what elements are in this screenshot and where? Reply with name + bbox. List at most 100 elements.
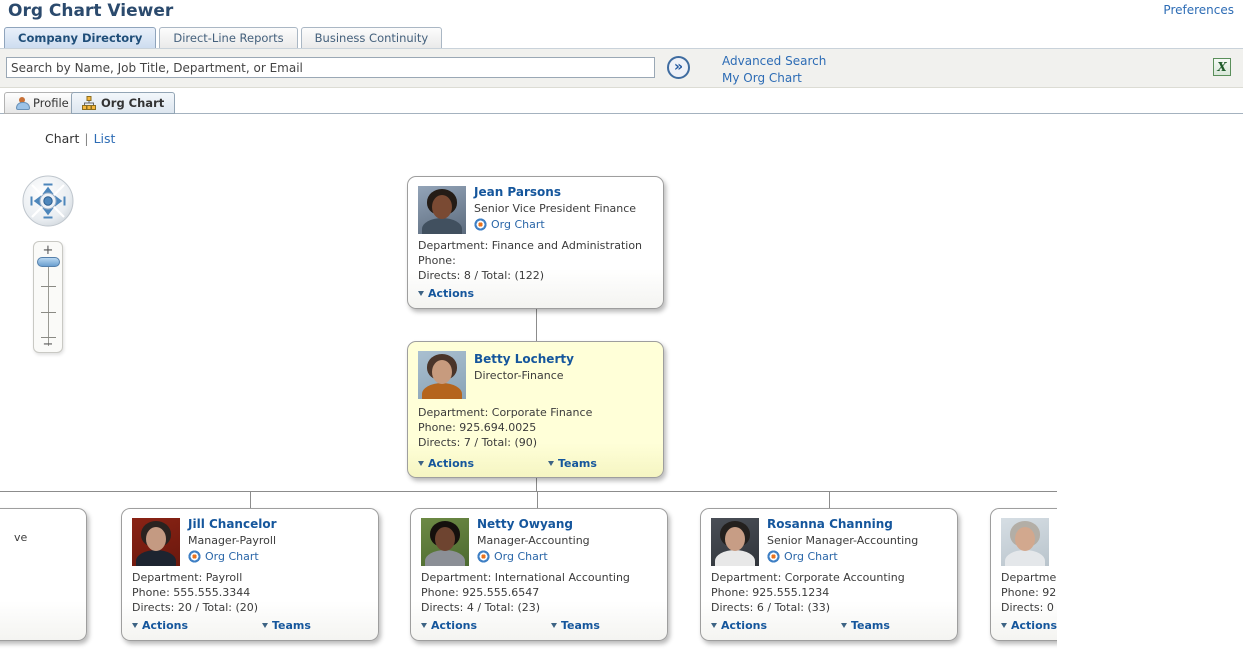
- teams-label: Teams: [851, 619, 890, 632]
- zoom-tick: [41, 337, 56, 338]
- actions-menu[interactable]: Actions: [1001, 619, 1057, 632]
- chevron-down-icon: [418, 291, 424, 296]
- actions-label: Actions: [428, 457, 474, 470]
- tab-profile[interactable]: Profile: [4, 92, 80, 114]
- org-card-clipped-right: Department: Phone: 925. Directs: 0 / Act…: [990, 508, 1057, 641]
- employee-directs: Directs: 0 /: [1001, 601, 1057, 614]
- chevron-down-icon: [551, 623, 557, 628]
- org-card-rosanna-channing: Rosanna Channing Senior Manager-Accounti…: [700, 508, 958, 641]
- employee-phone: Phone: 925.694.0025: [418, 421, 537, 434]
- tab-company-directory[interactable]: Company Directory: [4, 27, 157, 50]
- actions-menu[interactable]: Actions: [418, 457, 474, 470]
- employee-department: Department: International Accounting: [421, 571, 630, 584]
- connector-root-focus: [536, 309, 537, 341]
- org-chart-target-icon: [477, 550, 490, 563]
- teams-label: Teams: [272, 619, 311, 632]
- teams-menu[interactable]: Teams: [551, 619, 600, 632]
- page-title: Org Chart Viewer: [8, 1, 174, 21]
- my-org-chart-link[interactable]: My Org Chart: [722, 71, 802, 85]
- employee-title: ve: [14, 531, 28, 544]
- zoom-tick: [41, 312, 56, 313]
- teams-menu[interactable]: Teams: [262, 619, 311, 632]
- tab-business-continuity[interactable]: Business Continuity: [300, 27, 443, 50]
- employee-name-link[interactable]: Jean Parsons: [474, 185, 561, 199]
- connector-drop: [250, 491, 251, 508]
- preferences-link[interactable]: Preferences: [1163, 3, 1234, 17]
- org-chart-link[interactable]: Org Chart: [477, 550, 548, 563]
- actions-label: Actions: [1011, 619, 1057, 632]
- org-chart-link[interactable]: Org Chart: [767, 550, 838, 563]
- org-chart-target-icon: [474, 218, 487, 231]
- zoom-slider: + −: [33, 241, 63, 353]
- chevron-down-icon: [548, 461, 554, 466]
- employee-phone: Phone: 555.555.3344: [132, 586, 251, 599]
- org-chart-link-label: Org Chart: [491, 218, 545, 231]
- employee-photo: [1001, 518, 1049, 566]
- pan-center-dot[interactable]: [43, 196, 53, 206]
- employee-directs: Directs: 20 / Total: (20): [132, 601, 259, 614]
- advanced-search-link[interactable]: Advanced Search: [722, 54, 827, 68]
- employee-name-link[interactable]: Betty Locherty: [474, 352, 574, 366]
- sub-tab-bar: Profile Org Chart: [0, 92, 1243, 114]
- teams-label: Teams: [561, 619, 600, 632]
- employee-directs: Directs: 8 / Total: (122): [418, 269, 545, 282]
- employee-title: Manager-Accounting: [477, 534, 590, 547]
- chevron-down-icon: [418, 461, 424, 466]
- org-chart-target-icon: [188, 550, 201, 563]
- employee-department: Department: Finance and Administration: [418, 239, 643, 252]
- employee-department: Department: Corporate Accounting: [711, 571, 905, 584]
- teams-menu[interactable]: Teams: [548, 457, 597, 470]
- org-chart-canvas: Chart | List + −: [0, 120, 1057, 666]
- search-input[interactable]: [6, 57, 655, 78]
- connector-horizontal: [0, 491, 1057, 492]
- chevron-down-icon: [711, 623, 717, 628]
- zoom-track: [48, 258, 49, 346]
- zoom-handle[interactable]: [37, 257, 60, 267]
- zoom-in-button[interactable]: +: [42, 243, 54, 258]
- org-chart-link-label: Org Chart: [494, 550, 548, 563]
- employee-directs: Directs: 6 / Total: (33): [711, 601, 831, 614]
- teams-menu[interactable]: Teams: [841, 619, 890, 632]
- tab-profile-label: Profile: [33, 96, 69, 110]
- employee-department: Department:: [1001, 571, 1057, 584]
- employee-photo: [132, 518, 180, 566]
- chevron-down-icon: [1001, 623, 1007, 628]
- employee-photo: [711, 518, 759, 566]
- org-chart-link[interactable]: Org Chart: [188, 550, 259, 563]
- tab-direct-line-reports[interactable]: Direct-Line Reports: [159, 27, 298, 50]
- employee-name-link[interactable]: Rosanna Channing: [767, 517, 893, 531]
- connector-drop: [537, 491, 538, 508]
- employee-name-link[interactable]: Netty Owyang: [477, 517, 573, 531]
- employee-title: Director-Finance: [474, 369, 564, 382]
- employee-name-link[interactable]: Jill Chancelor: [188, 517, 277, 531]
- org-card-netty-owyang: Netty Owyang Manager-Accounting Org Char…: [410, 508, 668, 641]
- chevron-down-icon: [421, 623, 427, 628]
- employee-photo: [421, 518, 469, 566]
- org-chart-link[interactable]: Org Chart: [474, 218, 545, 231]
- view-list-link[interactable]: List: [93, 131, 116, 146]
- person-icon: [15, 96, 30, 110]
- search-go-button[interactable]: »: [667, 56, 690, 79]
- employee-phone: Phone: 925.555.6547: [421, 586, 540, 599]
- zoom-out-button[interactable]: −: [42, 337, 54, 352]
- actions-menu[interactable]: Actions: [421, 619, 477, 632]
- actions-menu[interactable]: Actions: [418, 287, 474, 300]
- employee-phone: Phone: 925.: [1001, 586, 1057, 599]
- tab-org-chart-label: Org Chart: [101, 96, 165, 110]
- org-chart-link-label: Org Chart: [205, 550, 259, 563]
- org-chart-link-label: Org Chart: [784, 550, 838, 563]
- employee-department: Department: Payroll: [132, 571, 243, 584]
- tab-org-chart[interactable]: Org Chart: [71, 92, 176, 114]
- org-card-clipped-left: ve: [0, 508, 87, 641]
- view-toggle-separator: |: [84, 131, 89, 146]
- zoom-tick: [41, 286, 56, 287]
- search-panel: » Advanced Search My Org Chart X: [0, 48, 1243, 88]
- main-tab-bar: Company Directory Direct-Line Reports Bu…: [4, 27, 443, 50]
- export-excel-icon[interactable]: X: [1213, 58, 1231, 76]
- actions-menu[interactable]: Actions: [132, 619, 188, 632]
- actions-menu[interactable]: Actions: [711, 619, 767, 632]
- view-chart-label: Chart: [45, 131, 80, 146]
- employee-phone: Phone: 925.555.1234: [711, 586, 830, 599]
- actions-label: Actions: [431, 619, 477, 632]
- employee-photo: [418, 186, 466, 234]
